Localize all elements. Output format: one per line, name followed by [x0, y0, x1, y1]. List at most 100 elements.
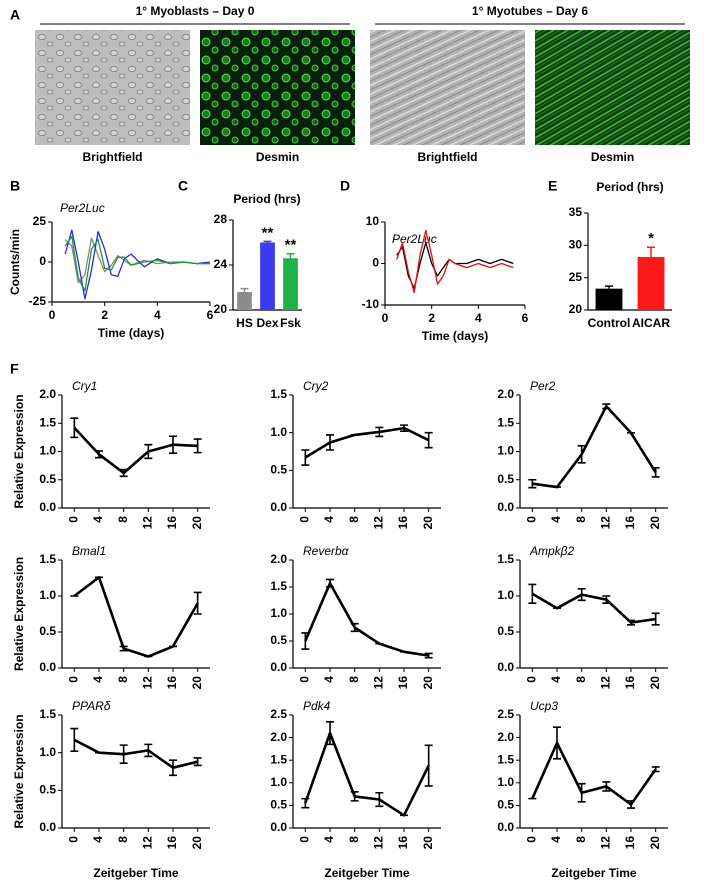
bar [637, 256, 665, 310]
x-tick-label: 12 [141, 516, 155, 530]
bar [237, 292, 252, 310]
x-tick-label: 20 [648, 516, 662, 530]
x-tick-label: 12 [141, 836, 155, 850]
x-tick-label: 0 [298, 836, 312, 843]
y-tick-label: 20 [214, 302, 228, 316]
y-tick-label: 1.0 [497, 444, 514, 458]
y-tick-label: 0.5 [497, 798, 514, 812]
panel-label: C [178, 178, 188, 194]
chart-title: Reverbα [303, 544, 350, 558]
error-bar [651, 467, 660, 478]
y-tick-label: 1.5 [497, 752, 514, 766]
y-tick-label: 0.5 [270, 463, 287, 477]
error-bar [301, 449, 310, 466]
x-tick-label: 6 [522, 311, 529, 325]
y-tick-label: 1.5 [270, 387, 287, 401]
y-tick-label: 0.0 [39, 820, 56, 834]
image-caption: Brightfield [83, 150, 143, 164]
error-bar [375, 426, 384, 438]
error-bar [528, 583, 537, 604]
significance: ** [262, 224, 274, 241]
bar [283, 258, 298, 310]
x-tick-label: 16 [165, 516, 179, 530]
error-bar [169, 759, 177, 777]
error-bar [301, 632, 310, 650]
y-tick-label: 0.0 [270, 820, 287, 834]
error-bar [70, 417, 79, 439]
y-tick-label: 1.0 [270, 775, 287, 789]
x-tick-label: 8 [347, 516, 361, 523]
error-bar [263, 240, 272, 243]
x-tick-label: 4 [549, 516, 563, 523]
x-tick-label: 16 [165, 676, 179, 690]
error-bar [627, 800, 635, 809]
error-bar [193, 591, 202, 615]
data-line [304, 581, 429, 657]
x-tick-label: 20 [421, 516, 435, 530]
x-tick-label: 4 [91, 676, 105, 683]
y-tick-label: 0.5 [39, 472, 56, 486]
y-tick-label: 0.0 [270, 500, 287, 514]
data-line [64, 237, 210, 284]
panel-label: D [340, 178, 350, 194]
error-bar [602, 403, 611, 410]
x-tick-label: 4 [322, 836, 336, 843]
error-bar [350, 791, 359, 802]
x-tick-label: 8 [574, 836, 588, 843]
x-tick-label: 2 [101, 308, 108, 322]
y-tick-label: 2.0 [270, 730, 287, 744]
error-bar [424, 431, 433, 449]
error-bar [326, 434, 334, 451]
x-tick-label: 16 [396, 516, 410, 530]
y-tick-label: 1.0 [39, 444, 56, 458]
x-tick-label: 4 [475, 311, 482, 325]
error-bar [350, 622, 359, 633]
y-tick-label: 10 [366, 214, 380, 228]
chart-title: Cry1 [72, 379, 97, 393]
chart-title: Pdk4 [303, 699, 331, 713]
y-axis-label: Relative Expression [12, 714, 26, 828]
y-tick-label: 0.0 [270, 660, 287, 674]
x-tick-label: 12 [372, 836, 386, 850]
y-tick-label: 28 [214, 212, 228, 226]
y-tick-label: 0.5 [270, 633, 287, 647]
y-tick-label: 2.0 [497, 730, 514, 744]
x-tick-label: HS [236, 316, 253, 330]
error-bar [602, 781, 611, 792]
x-tick-label: 8 [347, 836, 361, 843]
bar [260, 242, 275, 310]
x-tick-label: 20 [421, 676, 435, 690]
y-tick-label: 2.5 [270, 707, 287, 721]
y-tick-label: 2.0 [270, 552, 287, 566]
y-tick-label: 1.0 [39, 588, 56, 602]
y-tick-label: 25 [569, 270, 583, 284]
x-tick-label: 20 [421, 836, 435, 850]
error-bar [119, 468, 128, 478]
error-bar [424, 744, 433, 787]
y-tick-label: 0.5 [39, 624, 56, 638]
error-bar [119, 744, 128, 765]
data-line [304, 731, 430, 817]
x-axis-label: Time (days) [422, 329, 488, 343]
x-tick-label: 4 [154, 308, 161, 322]
x-tick-label: 0 [525, 836, 539, 843]
x-tick-label: 4 [91, 516, 105, 523]
x-tick-label: 8 [574, 516, 588, 523]
error-bar [651, 766, 660, 773]
data-line [304, 426, 430, 459]
error-bar [602, 595, 611, 604]
y-tick-label: 1.0 [497, 775, 514, 789]
x-tick-label: 0 [67, 676, 81, 683]
data-line [531, 592, 656, 624]
y-tick-label: 0.0 [497, 820, 514, 834]
error-bar [553, 726, 561, 760]
data-line [73, 426, 198, 475]
micrograph [370, 30, 525, 145]
x-tick-label: 12 [599, 836, 613, 850]
chart-title: Cry2 [303, 379, 329, 393]
y-tick-label: 0.0 [497, 500, 514, 514]
error-bar [605, 285, 613, 289]
panel-label: B [10, 178, 20, 194]
chart-title: Period (hrs) [596, 180, 663, 194]
